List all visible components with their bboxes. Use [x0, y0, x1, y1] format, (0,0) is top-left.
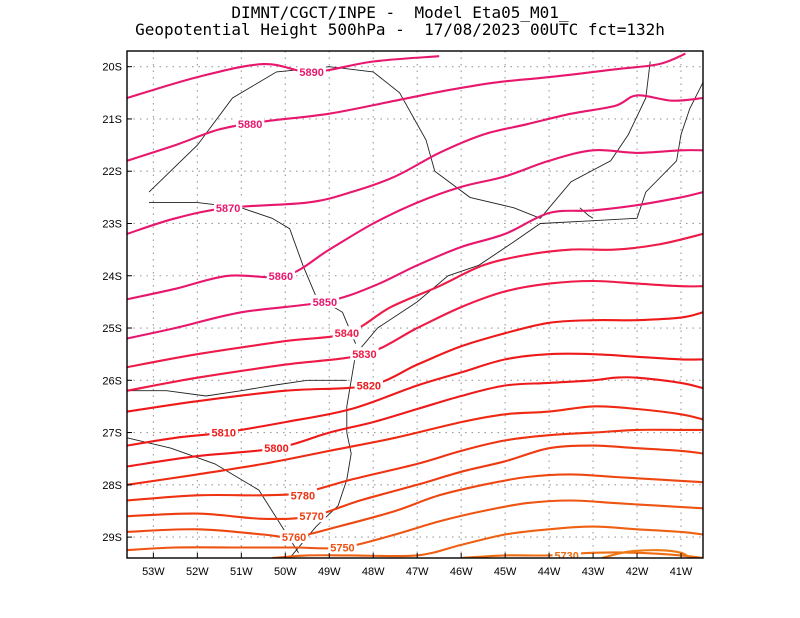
contour-label-5880: 5880	[238, 119, 262, 131]
lat-tick-label: 20S	[102, 62, 122, 74]
lon-tick-label: 41W	[670, 566, 693, 578]
contour-label-bg	[310, 294, 340, 308]
contour-label-bg	[332, 326, 362, 340]
lat-tick-label: 21S	[102, 114, 122, 126]
contour-label-bg	[297, 64, 326, 78]
lon-tick-label: 51W	[230, 566, 253, 578]
lat-tick-label: 28S	[102, 480, 122, 492]
contour-line-5770	[127, 444, 703, 521]
title-line-2: Geopotential Height 500hPa - 17/08/2023 …	[135, 20, 665, 39]
contour-line-5830	[127, 279, 703, 392]
axis-ticks: 53W 52W 51W 50W 49W 48W 47W 46W 45W 44W 43W 42W 41W 2…	[102, 62, 693, 578]
contour-line-5800	[127, 376, 703, 468]
contour-label-5830: 5830	[352, 349, 376, 361]
contour-label-5750: 5750	[330, 543, 354, 555]
contour-label-5810: 5810	[211, 428, 235, 440]
contour-label-5800: 5800	[264, 443, 288, 455]
contour-label-bg	[350, 347, 379, 361]
guanabara-islands	[579, 207, 594, 219]
contour-line-5880	[127, 52, 686, 162]
lat-tick-label: 22S	[102, 166, 122, 178]
contour-label-bg	[209, 425, 238, 439]
contour-label-bg	[213, 200, 243, 214]
contour-line-5740	[272, 525, 703, 558]
lat-tick-label: 29S	[102, 532, 122, 544]
state-border-pr-sc	[127, 379, 347, 397]
title-line-1: DIMNT/CGCT/INPE - Model Eta05_M01_	[231, 3, 569, 22]
contour-label-bg	[354, 378, 384, 392]
graticule	[127, 51, 703, 558]
contour-label-bg	[235, 117, 265, 131]
contour-label-bg	[288, 488, 318, 502]
lon-tick-label: 50W	[274, 566, 297, 578]
contour-line-5760	[127, 473, 703, 539]
contour-line-5850	[127, 191, 703, 340]
contour-line-5820	[127, 311, 703, 413]
contour-line-5790	[127, 405, 703, 486]
coastline	[289, 82, 703, 558]
lon-tick-label: 47W	[406, 566, 429, 578]
lon-tick-label: 44W	[538, 566, 561, 578]
lon-tick-label: 43W	[582, 566, 605, 578]
contour-line-5730	[461, 551, 703, 558]
contour-label-5760: 5760	[282, 532, 306, 544]
map-title: DIMNT/CGCT/INPE - Model Eta05_M01_ Geopo…	[0, 4, 800, 38]
contour-label-5850: 5850	[313, 297, 337, 309]
contour-line-5840	[127, 232, 703, 369]
contour-line-5780	[127, 428, 703, 502]
contour-label-bg	[262, 441, 291, 455]
contour-line-5860	[127, 148, 703, 301]
lat-tick-label: 25S	[102, 323, 122, 335]
contour-label-5890: 5890	[299, 67, 323, 79]
lon-tick-label: 49W	[318, 566, 341, 578]
contour-line-5890	[127, 55, 440, 100]
contour-line-5720	[601, 549, 691, 558]
contour-labels: 5890 5880 5870 5860 5850 5840 5830 5820 5810 5800…	[209, 64, 581, 562]
contour-line-5750	[127, 499, 703, 552]
contour-label-5820: 5820	[357, 381, 381, 393]
contour-label-5770: 5770	[299, 511, 323, 523]
lat-tick-label: 24S	[102, 271, 122, 283]
lon-tick-label: 42W	[626, 566, 649, 578]
contour-label-bg	[328, 540, 357, 554]
coastline-borders	[127, 61, 703, 558]
height-contours	[127, 52, 703, 558]
lat-tick-label: 23S	[102, 218, 122, 230]
contour-label-5840: 5840	[335, 328, 359, 340]
lon-tick-label: 48W	[362, 566, 385, 578]
lon-tick-label: 46W	[450, 566, 473, 578]
contour-label-bg	[266, 268, 296, 282]
contour-line-5870	[127, 94, 703, 235]
contour-label-5870: 5870	[216, 203, 240, 215]
contour-label-bg	[297, 509, 326, 523]
contour-label-5780: 5780	[291, 490, 315, 502]
state-border-mg-rj-es	[539, 61, 651, 219]
lat-tick-label: 27S	[102, 428, 122, 440]
contour-label-bg	[279, 530, 309, 544]
plot-frame	[126, 50, 704, 559]
lat-tick-label: 26S	[102, 375, 122, 387]
state-border-sp-mg	[148, 66, 541, 219]
contour-label-5860: 5860	[269, 271, 293, 283]
contour-label-bg	[552, 548, 581, 558]
contour-label-5730: 5730	[554, 550, 578, 562]
lon-tick-label: 52W	[186, 566, 209, 578]
lon-tick-label: 45W	[494, 566, 517, 578]
lon-tick-label: 53W	[142, 566, 165, 578]
